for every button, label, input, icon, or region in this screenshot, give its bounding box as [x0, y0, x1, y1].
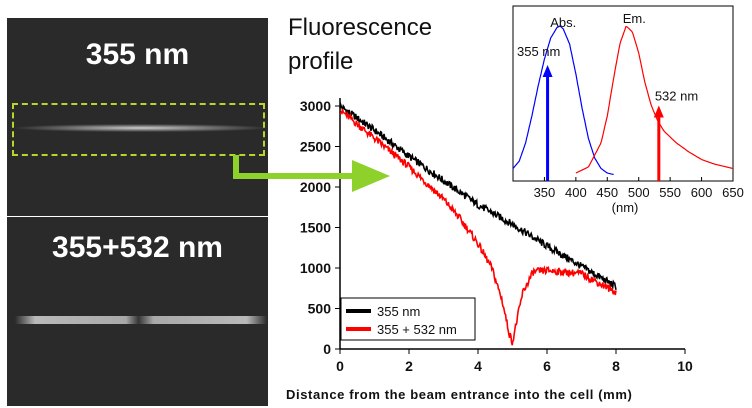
legend-label: 355 + 532 nm: [377, 322, 457, 337]
x-tick-label: 6: [543, 358, 551, 374]
x-tick-label: 2: [405, 358, 413, 374]
inset-x-tick-label: 550: [659, 185, 681, 200]
inset-x-tick-label: 500: [628, 185, 650, 200]
y-tick-label: 2000: [300, 179, 331, 195]
inset-x-tick-label: 400: [565, 185, 587, 200]
legend-box: [340, 297, 476, 341]
series-line-355-532: [339, 108, 617, 346]
y-tick-label: 0: [323, 341, 331, 357]
inset-x-tick-label: 600: [691, 185, 713, 200]
y-tick-label: 2500: [300, 139, 331, 155]
y-tick-label: 500: [308, 301, 332, 317]
y-tick-label: 1000: [300, 260, 331, 276]
em-label: Em.: [623, 11, 646, 26]
fluorescence-beam: [15, 124, 267, 132]
inset-x-tick-label: 350: [534, 185, 556, 200]
roi-dashed-box: [12, 103, 265, 156]
x-axis-label: Distance from the beam entrance into the…: [286, 387, 633, 402]
legend-label: 355 nm: [377, 304, 420, 319]
x-tick-label: 4: [474, 358, 482, 374]
y-tick-label: 3000: [300, 98, 331, 114]
image-panel-355-532: 355+532 nm: [7, 217, 268, 406]
inset-x-tick-label: 650: [722, 185, 744, 200]
series-line-355: [339, 101, 617, 290]
figure-title-line-2: profile: [288, 48, 354, 75]
excitation-label-355: 355 nm: [517, 44, 560, 59]
fluorescence-beam-with-dip: [15, 316, 267, 324]
inset-frame: [512, 5, 734, 182]
abs-label: Abs.: [550, 15, 576, 30]
roi-arrow-line: [233, 155, 358, 179]
emission-curve: [575, 25, 734, 174]
figure-title-line-1: Fluorescence: [288, 14, 433, 41]
panel-label-355: 355 nm: [85, 38, 190, 71]
x-tick-label: 8: [612, 358, 620, 374]
excitation-arrow-head-532: [653, 105, 664, 118]
y-tick-label: 1500: [300, 220, 331, 236]
inset-x-tick-label: 450: [596, 185, 618, 200]
x-tick-label: 0: [336, 358, 344, 374]
absorption-curve: [512, 25, 614, 176]
image-panel-355: 355 nm: [7, 18, 268, 216]
x-tick-label: 10: [677, 358, 693, 374]
excitation-arrow-head-355: [542, 65, 553, 77]
excitation-label-532: 532 nm: [655, 89, 698, 104]
inset-x-axis-label: (nm): [612, 200, 639, 215]
roi-arrow-head: [352, 160, 390, 192]
panel-label-355-532: 355+532 nm: [52, 231, 223, 264]
